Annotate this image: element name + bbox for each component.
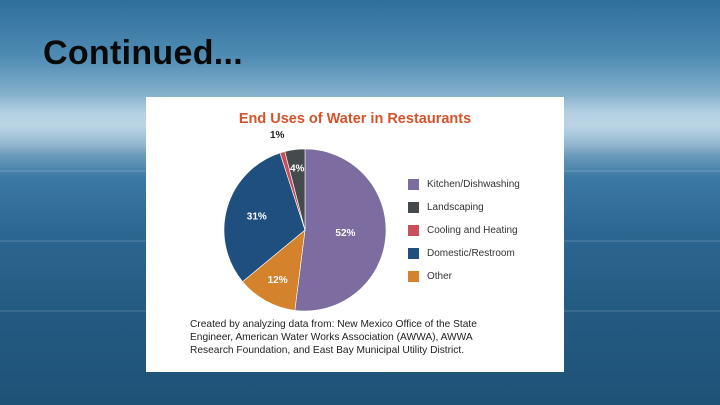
legend-item: Other — [408, 265, 558, 288]
pie-chart: 52% 12% 31% 1% 4% — [223, 130, 387, 312]
pie-slice-landscaping — [284, 148, 306, 231]
legend-label: Landscaping — [427, 202, 484, 213]
legend-item: Cooling and Heating — [408, 219, 558, 242]
slice-label: 52% — [335, 228, 355, 239]
legend-item: Landscaping — [408, 196, 558, 219]
legend-item: Domestic/Restroom — [408, 242, 558, 265]
legend-swatch — [408, 179, 419, 190]
caption-line: Created by analyzing data from: New Mexi… — [190, 319, 477, 330]
slide-title: Continued... — [43, 34, 244, 72]
pie-slice-kitchen-dishwashing — [294, 148, 387, 312]
legend-label: Other — [427, 271, 453, 282]
legend-swatch — [408, 248, 419, 259]
slice-label: 31% — [247, 211, 267, 222]
legend-label: Domestic/Restroom — [427, 248, 515, 259]
slice-label: 4% — [290, 164, 305, 175]
chart-caption: Created by analyzing data from: New Mexi… — [190, 318, 560, 357]
slice-label: 12% — [268, 275, 288, 286]
legend-swatch — [408, 225, 419, 236]
legend-label: Kitchen/Dishwashing — [427, 179, 520, 190]
caption-line: Research Foundation, and East Bay Munici… — [190, 345, 465, 356]
chart-card: End Uses of Water in Restaurants 52% 12% 3… — [146, 97, 564, 372]
legend-swatch — [408, 271, 419, 282]
legend-item: Kitchen/Dishwashing — [408, 173, 558, 196]
pie-slice-domestic-restroom — [223, 152, 306, 283]
slice-label: 1% — [270, 130, 285, 141]
legend-label: Cooling and Heating — [427, 225, 518, 236]
legend-swatch — [408, 202, 419, 213]
chart-legend: Kitchen/Dishwashing Landscaping Cooling an… — [408, 173, 558, 288]
caption-line: Engineer, American Water Works Associati… — [190, 332, 473, 343]
pie-slice-other — [242, 229, 306, 311]
chart-title: End Uses of Water in Restaurants — [238, 111, 472, 127]
